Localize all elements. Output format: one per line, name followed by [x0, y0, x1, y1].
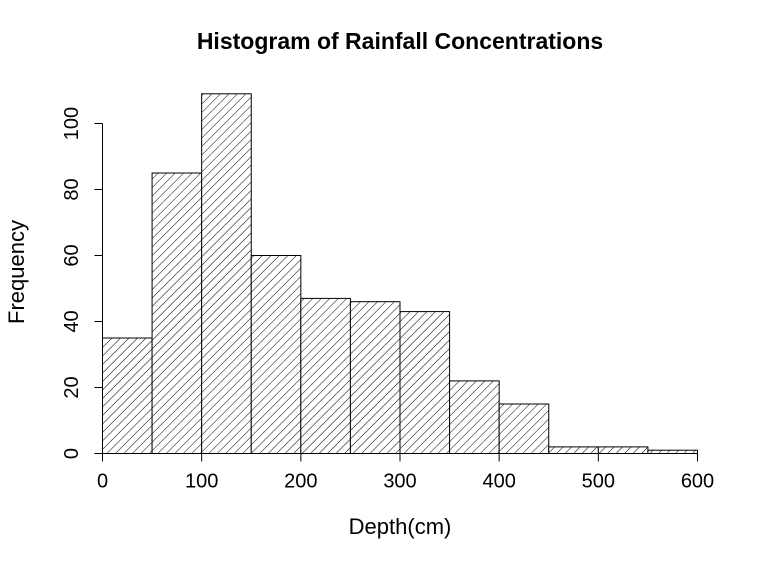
y-axis-label: Frequency — [4, 220, 29, 324]
chart-title: Histogram of Rainfall Concentrations — [197, 28, 603, 54]
x-tick-label-5: 500 — [582, 471, 615, 493]
histogram-bar-0 — [102, 337, 153, 454]
x-axis-label: Depth(cm) — [349, 514, 452, 539]
histogram-bar-8 — [498, 403, 550, 454]
x-axis: 0 100 200 300 400 500 600 — [97, 453, 714, 493]
x-tick-label-4: 400 — [482, 471, 515, 493]
histogram-bar-6 — [399, 311, 451, 454]
histogram-bar-4 — [300, 297, 351, 454]
histogram-bar-1 — [151, 172, 203, 454]
y-tick-label-4: 80 — [61, 178, 83, 200]
histogram-bar-2 — [201, 93, 252, 455]
x-tick-label-0: 0 — [97, 471, 108, 493]
y-axis: 0 20 40 60 80 100 — [61, 107, 103, 459]
y-tick-label-0: 0 — [61, 448, 83, 459]
x-tick-label-2: 200 — [284, 471, 317, 493]
bars-group — [102, 93, 699, 455]
y-tick-label-2: 40 — [61, 310, 83, 332]
histogram-bar-3 — [250, 255, 302, 454]
y-tick-label-3: 60 — [61, 244, 83, 266]
y-tick-label-1: 20 — [61, 376, 83, 398]
histogram-bar-5 — [349, 301, 401, 455]
histogram-bar-7 — [449, 380, 500, 454]
x-tick-label-6: 600 — [681, 471, 714, 493]
histogram-bar-9 — [548, 446, 599, 454]
y-tick-label-5: 100 — [61, 107, 83, 140]
x-tick-label-1: 100 — [185, 471, 218, 493]
histogram-bar-10 — [597, 446, 649, 454]
x-tick-label-3: 300 — [383, 471, 416, 493]
